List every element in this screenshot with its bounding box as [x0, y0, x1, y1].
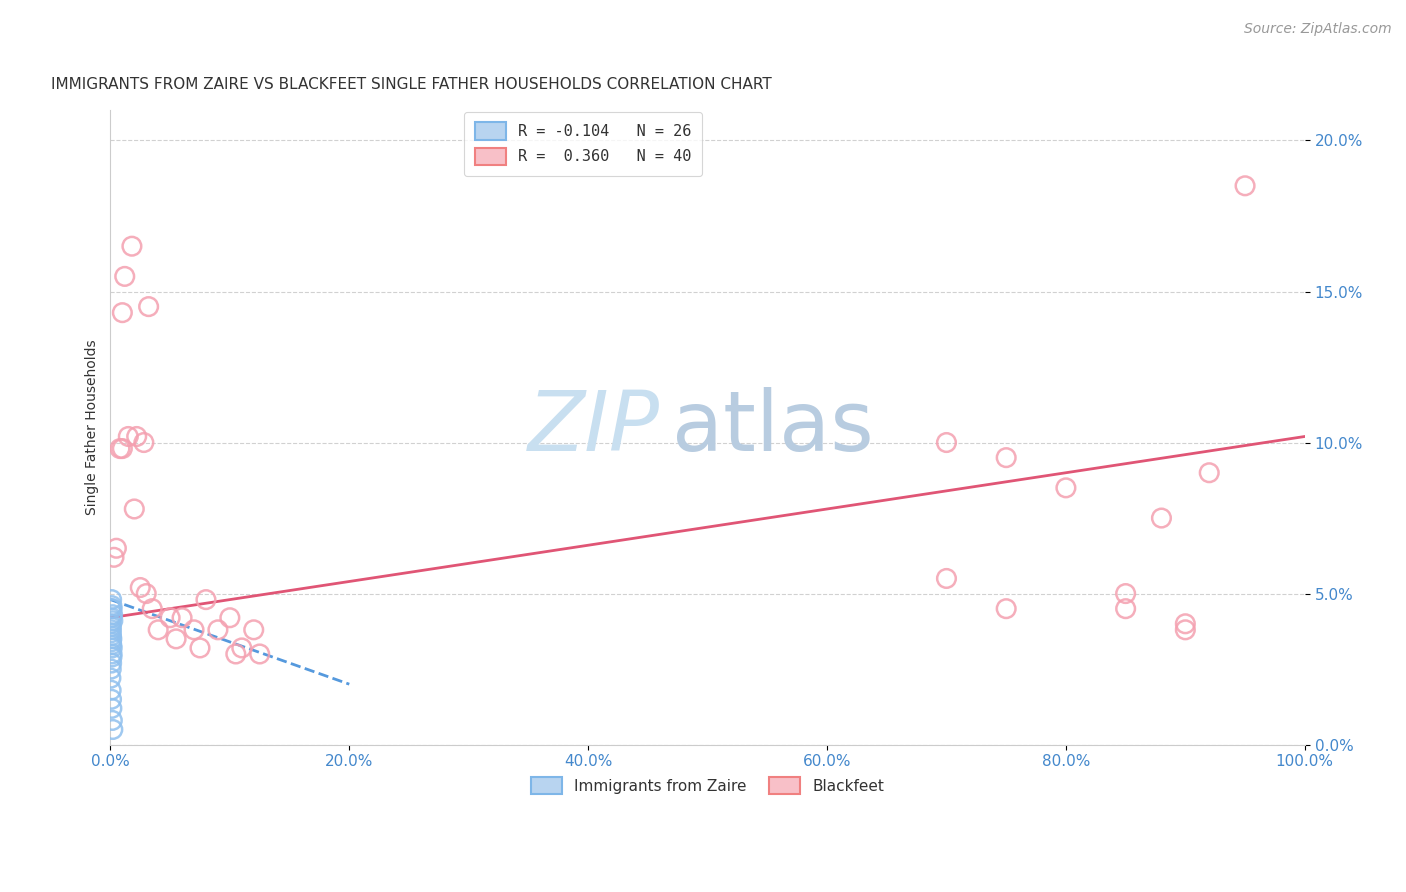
- Point: [1054, 481, 1077, 495]
- Point: [111, 442, 134, 456]
- Point: [100, 625, 122, 640]
- Point: [100, 635, 122, 649]
- Point: [935, 435, 957, 450]
- Point: [1174, 623, 1197, 637]
- Point: [105, 541, 128, 556]
- Point: [135, 586, 157, 600]
- Point: [100, 592, 122, 607]
- Point: [100, 616, 122, 631]
- Point: [101, 632, 124, 646]
- Point: [183, 623, 205, 637]
- Point: [100, 629, 122, 643]
- Point: [1234, 178, 1257, 193]
- Point: [121, 239, 143, 253]
- Point: [141, 601, 163, 615]
- Point: [194, 592, 217, 607]
- Point: [1115, 601, 1137, 615]
- Point: [101, 701, 124, 715]
- Text: IMMIGRANTS FROM ZAIRE VS BLACKFEET SINGLE FATHER HOUSEHOLDS CORRELATION CHART: IMMIGRANTS FROM ZAIRE VS BLACKFEET SINGL…: [51, 78, 772, 93]
- Point: [101, 647, 124, 661]
- Point: [165, 632, 187, 646]
- Point: [108, 442, 131, 456]
- Text: atlas: atlas: [672, 387, 873, 468]
- Point: [207, 623, 229, 637]
- Point: [995, 450, 1018, 465]
- Point: [170, 611, 193, 625]
- Point: [1198, 466, 1220, 480]
- Point: [129, 581, 152, 595]
- Text: ZIP: ZIP: [527, 387, 659, 468]
- Point: [100, 601, 122, 615]
- Point: [100, 623, 122, 637]
- Point: [995, 601, 1018, 615]
- Point: [101, 614, 124, 628]
- Point: [242, 623, 264, 637]
- Point: [101, 723, 124, 737]
- Point: [100, 620, 122, 634]
- Text: Source: ZipAtlas.com: Source: ZipAtlas.com: [1244, 22, 1392, 37]
- Point: [218, 611, 240, 625]
- Point: [101, 640, 124, 655]
- Point: [103, 550, 125, 565]
- Point: [101, 714, 124, 728]
- Point: [188, 640, 211, 655]
- Point: [101, 607, 124, 622]
- Point: [101, 601, 124, 615]
- Point: [1174, 616, 1197, 631]
- Point: [100, 683, 122, 698]
- Point: [111, 306, 134, 320]
- Point: [101, 650, 124, 665]
- Point: [225, 647, 247, 661]
- Point: [100, 671, 122, 685]
- Point: [132, 435, 155, 450]
- Point: [114, 269, 136, 284]
- Point: [935, 572, 957, 586]
- Y-axis label: Single Father Households: Single Father Households: [86, 340, 100, 516]
- Point: [159, 611, 181, 625]
- Point: [101, 599, 124, 613]
- Point: [100, 638, 122, 652]
- Point: [249, 647, 271, 661]
- Point: [124, 502, 146, 516]
- Point: [100, 662, 122, 676]
- Legend: Immigrants from Zaire, Blackfeet: Immigrants from Zaire, Blackfeet: [524, 771, 890, 800]
- Point: [138, 300, 160, 314]
- Point: [100, 692, 122, 706]
- Point: [231, 640, 253, 655]
- Point: [148, 623, 170, 637]
- Point: [117, 429, 139, 443]
- Point: [1115, 586, 1137, 600]
- Point: [125, 429, 148, 443]
- Point: [1150, 511, 1173, 525]
- Point: [100, 611, 122, 625]
- Point: [100, 656, 122, 670]
